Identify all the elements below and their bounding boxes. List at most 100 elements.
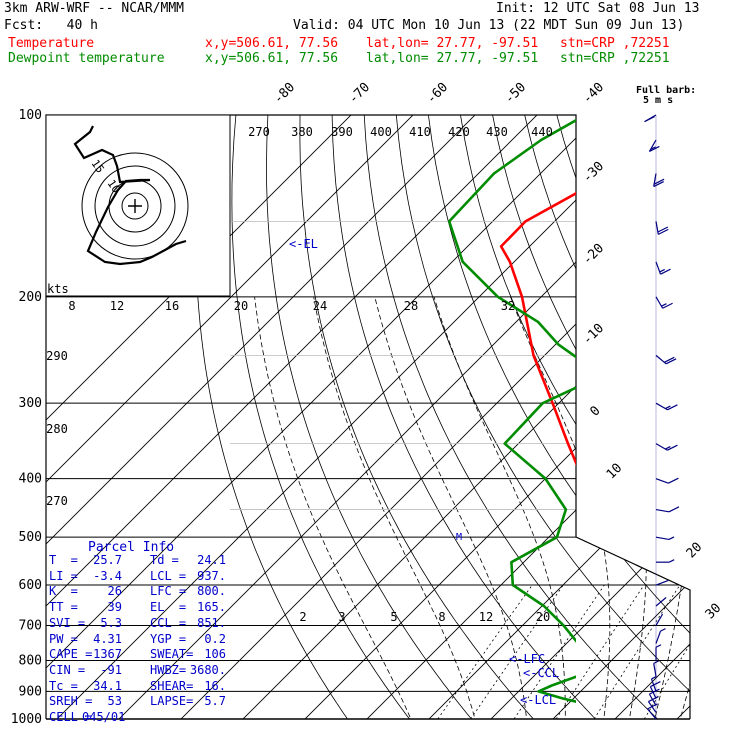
dry-adiabat xyxy=(195,115,357,719)
wind-barb xyxy=(655,477,679,484)
forecast-hour: Fcst: 40 h xyxy=(4,18,98,33)
parcel-info-cell: HWBZ= xyxy=(150,662,187,677)
theta-e-label: 20 xyxy=(234,299,248,313)
theta-label: 400 xyxy=(370,125,392,139)
parcel-info-cell: YGP = xyxy=(150,631,187,646)
parcel-info-cell: 26 xyxy=(107,584,122,599)
wind-barb xyxy=(655,296,673,309)
isotherm xyxy=(46,115,627,719)
parcel-info-cell: K = xyxy=(49,584,78,599)
parcel-info-cell: 106 xyxy=(204,647,226,662)
wind-barb xyxy=(655,261,671,275)
pressure-label: 1000 xyxy=(11,712,42,727)
isotherm xyxy=(415,115,690,719)
isotherm xyxy=(663,115,690,719)
parcel-info-cell: CCL = xyxy=(150,615,187,630)
theta-e-label: 8 xyxy=(68,299,75,313)
theta-e-label: 32 xyxy=(501,299,515,313)
wind-barb xyxy=(648,688,660,706)
parcel-info-cell: SHEAR= xyxy=(150,678,194,693)
pressure-label: 100 xyxy=(19,108,42,123)
mixing-ratio-label: 20 xyxy=(536,610,550,624)
theta-e-label: 16 xyxy=(165,299,179,313)
parcel-info-cell: 39 xyxy=(107,600,122,615)
dry-adiabat xyxy=(684,115,690,719)
theta-label: 430 xyxy=(486,125,508,139)
isotherm-label: -60 xyxy=(424,80,451,107)
hodograph-ring-label: 15 xyxy=(89,157,107,175)
isotherm-label: 20 xyxy=(684,540,706,562)
isotherm xyxy=(726,87,740,731)
hodograph-ring xyxy=(81,152,189,260)
mixing-ratio-line xyxy=(593,584,681,719)
isotherm xyxy=(167,115,690,719)
isotherm-label: 0 xyxy=(587,403,603,419)
dry-adiabat xyxy=(363,115,672,719)
parcel-info-cell: LAPSE= xyxy=(150,694,194,709)
theta-label: 270 xyxy=(248,125,270,139)
wind-barb xyxy=(653,173,665,188)
theta-e-label: 12 xyxy=(110,299,124,313)
temperature-profile xyxy=(499,191,576,467)
parcel-info-cell: PW = xyxy=(49,631,78,646)
pressure-label: 900 xyxy=(19,684,42,699)
dry-adiabat xyxy=(428,115,690,719)
parcel-info-cell: SWEAT= xyxy=(150,647,194,662)
parcel-info-cell: 25.7 xyxy=(93,553,122,567)
isotherm xyxy=(229,115,690,719)
parcel-info-cell: Tc = xyxy=(49,678,78,693)
wind-barb xyxy=(655,354,677,365)
wind-barb xyxy=(653,660,659,677)
parcel-info-cell: 5.3 xyxy=(100,615,122,630)
parcel-info-cell: SVI = xyxy=(49,615,86,630)
theta-label: 390 xyxy=(331,125,353,139)
dewpoint-latlon: lat,lon= 27.77, -97.51 xyxy=(366,51,539,66)
barb-legend-title: Full barb: xyxy=(636,85,697,96)
parcel-info-cell: CELL = xyxy=(49,710,93,724)
dry-adiabat xyxy=(717,115,740,732)
parcel-info-cell: EL = xyxy=(150,600,187,615)
isotherm xyxy=(46,115,565,719)
parcel-info-cell: -91 xyxy=(100,662,122,677)
parcel-info-cell: 851. xyxy=(197,615,226,630)
isotherm xyxy=(46,115,379,719)
dry-adiabat xyxy=(588,115,690,719)
wind-barb xyxy=(656,559,675,563)
temperature-legend: Temperature xyxy=(8,36,95,51)
dry-adiabat xyxy=(231,115,420,719)
pressure-label: 300 xyxy=(19,396,42,411)
parcel-info-cell: 0.2 xyxy=(204,631,226,646)
isotherm xyxy=(601,115,690,719)
theta-label: 290 xyxy=(46,349,68,363)
parcel-info-cell: 3680. xyxy=(189,662,226,677)
wind-barb xyxy=(655,506,680,513)
parcel-info-cell: LI = xyxy=(49,568,78,583)
wind-barb xyxy=(655,579,669,586)
melting-level-mark: M xyxy=(456,532,462,543)
isotherm-label: -40 xyxy=(580,80,607,107)
pressure-label: 500 xyxy=(19,530,42,545)
dewpoint-xy: x,y=506.61, 77.56 xyxy=(205,51,339,66)
dry-adiabat xyxy=(460,115,690,719)
isotherm xyxy=(46,115,503,719)
isotherm-label: -50 xyxy=(502,80,529,107)
hodograph-trace xyxy=(73,125,187,266)
model-title: 3km ARW-WRF -- NCAR/MMM xyxy=(4,1,185,16)
temperature-station: stn=CRP ,72251 xyxy=(560,36,670,51)
level-mark: <-CCL xyxy=(523,666,559,680)
temperature-latlon: lat,lon= 27.77, -97.51 xyxy=(366,36,539,51)
temperature-xy: x,y=506.61, 77.56 xyxy=(205,36,339,51)
isotherm xyxy=(353,115,690,719)
pressure-label: 600 xyxy=(19,578,42,593)
moist-adiabat xyxy=(510,296,611,719)
parcel-info-cell: 5.7 xyxy=(204,694,226,709)
parcel-info-cell: 1367 xyxy=(93,647,122,662)
isotherm-label: 30 xyxy=(703,601,725,623)
parcel-info-cell: 800. xyxy=(197,584,226,599)
mixing-ratio-line xyxy=(643,584,690,719)
wind-barb xyxy=(647,696,659,713)
mixing-ratio-label: 8 xyxy=(438,610,445,624)
parcel-info-cell: 16. xyxy=(204,678,226,693)
isotherm-label: -80 xyxy=(271,80,298,107)
isotherm xyxy=(477,115,690,719)
